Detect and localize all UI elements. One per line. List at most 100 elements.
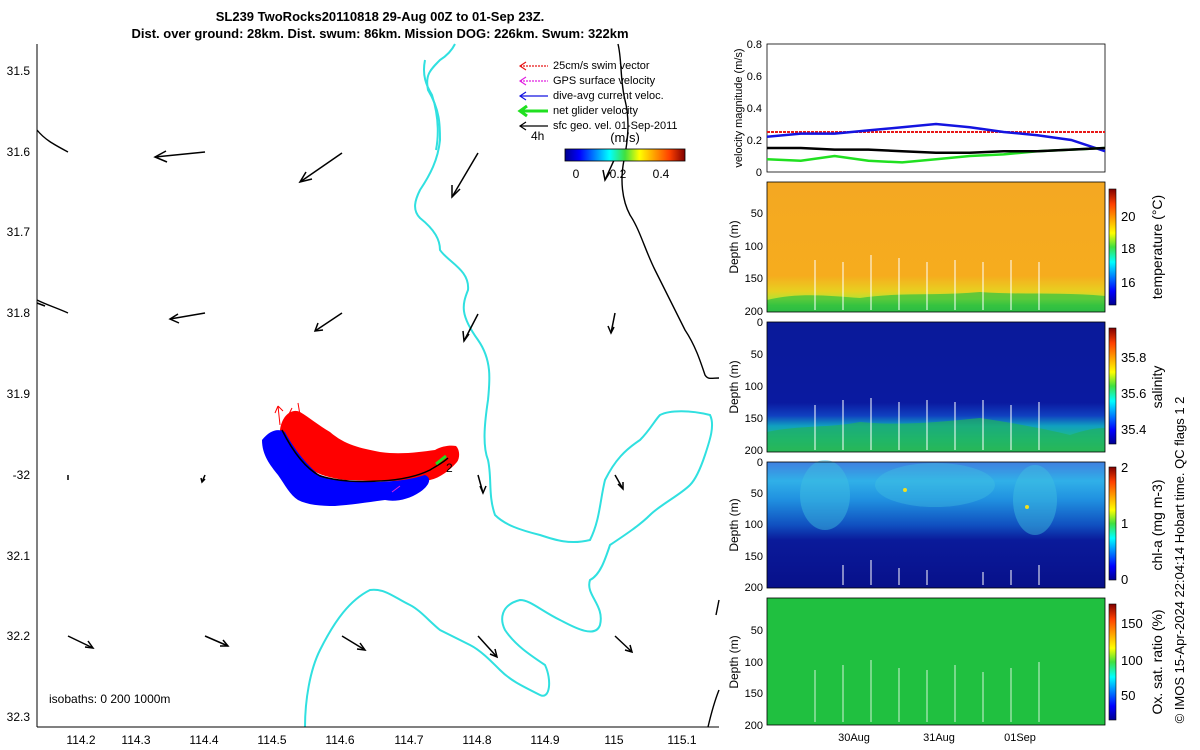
salinity-cbar-tick: 35.6 — [1121, 386, 1146, 401]
temperature-colorbar — [1108, 188, 1117, 306]
map-x-tick: 114.8 — [462, 733, 491, 747]
salinity-y-tick: 150 — [745, 413, 763, 425]
temperature-panel: Depth (m) 50 100 150 200 16 18 20 temper… — [727, 181, 1165, 318]
geo-arrow — [313, 312, 343, 332]
gps-surface-velocity — [391, 485, 401, 493]
map-y-tick: 31.8 — [7, 306, 31, 320]
oxygen-y-tick: 150 — [745, 688, 763, 700]
map-x-tick: 114.9 — [530, 733, 559, 747]
legend-gps: GPS surface velocity — [518, 75, 656, 87]
temperature-cbar-ticks: 16 18 20 — [1121, 209, 1135, 290]
legend-time-label: 4h — [531, 129, 544, 143]
geo-arrow — [614, 635, 634, 654]
colorbar-tick: 0 — [573, 167, 580, 181]
map-x-tick: 114.7 — [394, 733, 423, 747]
chla-point — [903, 488, 907, 492]
velocity-y-tick: 0.8 — [747, 39, 762, 51]
time-axis: 30Aug 31Aug 01Sep — [838, 732, 1036, 744]
velocity-y-tick: 0.2 — [747, 135, 762, 147]
legend-label-net: net glider velocity — [553, 105, 638, 117]
temperature-y-tick: 200 — [745, 306, 763, 318]
oxygen-y-tick: 200 — [745, 720, 763, 732]
time-tick: 31Aug — [923, 732, 955, 744]
salinity-cbar-tick: 35.4 — [1121, 422, 1146, 437]
velocity-y-tick: 0 — [756, 167, 762, 179]
legend-label-gps: GPS surface velocity — [553, 75, 656, 87]
swim-vector-spikes — [274, 402, 301, 426]
chla-cbar-tick: 0 — [1121, 572, 1128, 587]
map-y-tick: 32.1 — [7, 549, 31, 563]
map-background — [37, 44, 719, 727]
salinity-profile-ticks — [814, 398, 1040, 450]
net-glider-end — [435, 454, 447, 466]
speed-colorbar — [564, 148, 686, 162]
chla-point — [1025, 505, 1029, 509]
salinity-cbar-tick: 35.8 — [1121, 350, 1146, 365]
salinity-y-axis: 0 50 100 150 200 — [745, 317, 763, 457]
chla-heatmap — [767, 462, 1105, 588]
salinity-panel: Depth (m) 0 50 100 150 200 35.4 35.6 35.… — [727, 317, 1165, 457]
colorbar-tick: 0.2 — [610, 167, 627, 181]
temperature-cbar-label: temperature (°C) — [1149, 195, 1165, 299]
geo-arrow — [477, 635, 499, 659]
title-line-1: SL239 TwoRocks20110818 29-Aug 00Z to 01-… — [215, 9, 545, 24]
chla-patch — [875, 463, 995, 507]
geo-arrow — [341, 635, 367, 651]
oxygen-y-axis: 50 100 150 200 — [745, 625, 763, 732]
coastline-east — [715, 599, 720, 616]
legend-geo: sfc geo. vel. 01-Sep-2011 — [518, 120, 678, 132]
geo-arrow — [607, 312, 616, 335]
geo-arrow — [477, 474, 487, 495]
map-x-axis: 114.2 114.3 114.4 114.5 114.6 114.7 114.… — [66, 733, 696, 747]
temperature-heatmap — [767, 182, 1105, 312]
oxygen-panel: Depth (m) 50 100 150 200 50 100 150 Ox. … — [727, 597, 1165, 732]
temperature-cbar-tick: 20 — [1121, 209, 1135, 224]
map-y-tick: 31.6 — [7, 145, 31, 159]
legend-label-swim: 25cm/s swim vector — [553, 60, 650, 72]
oxygen-cbar-ticks: 50 100 150 — [1121, 616, 1143, 703]
salinity-cbar-label: salinity — [1149, 366, 1165, 409]
time-tick: 30Aug — [838, 732, 870, 744]
velocity-series-sfc-geo-vel-01-sep-2011 — [767, 146, 1106, 155]
chla-colorbar — [1108, 466, 1117, 581]
isobath-coast — [422, 59, 439, 151]
velocity-y-tick: 0.4 — [747, 103, 762, 115]
oxygen-colorbar — [1108, 603, 1117, 721]
chla-patch — [1013, 465, 1057, 535]
temperature-y-axis: 50 100 150 200 — [745, 208, 763, 318]
map-y-tick: 31.7 — [7, 225, 31, 239]
map-x-tick: 115.1 — [667, 733, 696, 747]
chla-cbar-tick: 2 — [1121, 460, 1128, 475]
salinity-y-tick: 50 — [751, 349, 763, 361]
figure-title: SL239 TwoRocks20110818 29-Aug 00Z to 01-… — [0, 8, 760, 42]
temperature-cbar-tick: 18 — [1121, 241, 1135, 256]
legend-label-current: dive-avg current veloc. — [553, 90, 664, 102]
geo-arrow — [602, 157, 616, 182]
geo-arrow — [298, 152, 343, 184]
glider-track: 2 — [262, 402, 460, 506]
geo-arrow — [153, 150, 206, 163]
net-glider-velocity-line — [281, 429, 449, 483]
temperature-profile-ticks — [814, 255, 1040, 310]
chla-y-tick: 50 — [751, 488, 763, 500]
chla-ylabel: Depth (m) — [727, 498, 741, 551]
colorbar-tick: 0.4 — [653, 167, 670, 181]
map-y-axis: 31.5 31.6 31.7 31.8 31.9 -32 32.1 32.2 3… — [7, 64, 31, 724]
map-x-tick: 114.2 — [66, 733, 95, 747]
swim-vector-fan — [280, 410, 460, 482]
map-y-tick: 31.9 — [7, 387, 31, 401]
map-x-tick: 115 — [604, 733, 623, 747]
salinity-colorbar — [1108, 327, 1117, 445]
legend-label-geo: sfc geo. vel. 01-Sep-2011 — [553, 120, 678, 132]
salinity-bottom-layer — [767, 418, 1105, 452]
chla-panel: Depth (m) 0 50 100 150 200 0 1 2 chl-a (… — [727, 457, 1165, 594]
legend-swim: 25cm/s swim vector — [518, 60, 650, 72]
velocity-series-dive-avg-current-veloc- — [766, 122, 1106, 153]
map-x-tick: 114.5 — [257, 733, 286, 747]
chla-y-tick: 150 — [745, 551, 763, 563]
chla-cbar-label: chl-a (mg m-3) — [1149, 479, 1165, 570]
salinity-y-tick: 100 — [745, 381, 763, 393]
oxygen-ylabel: Depth (m) — [727, 635, 741, 688]
temperature-bottom-layer — [767, 292, 1105, 312]
velocity-series — [766, 122, 1106, 164]
